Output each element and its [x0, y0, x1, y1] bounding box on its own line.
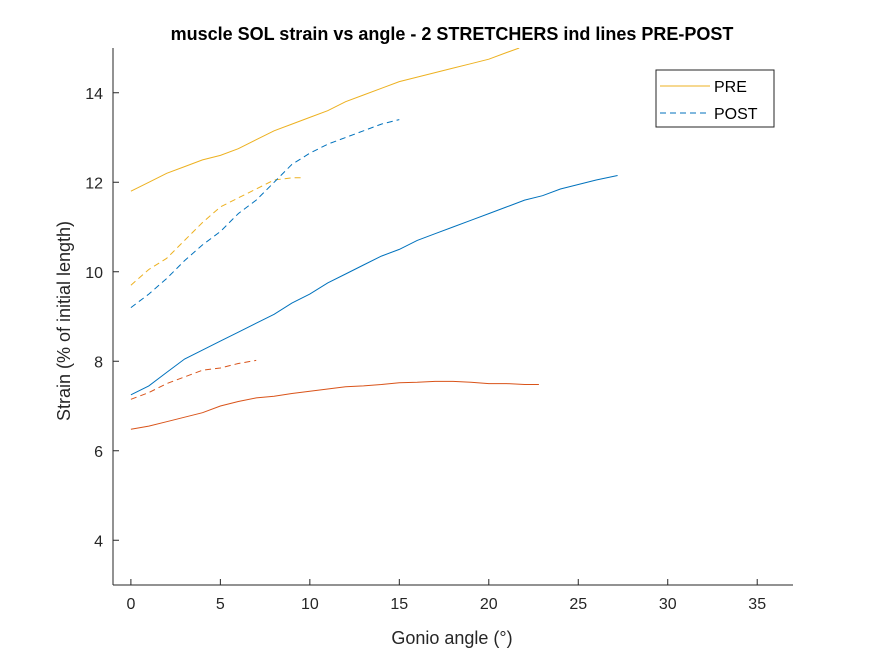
legend-pre-label: PRE	[714, 79, 747, 96]
legend-box	[655, 69, 775, 128]
x-tick-label: 5	[216, 596, 225, 613]
series-layer	[130, 48, 618, 430]
x-tick-label: 30	[659, 596, 677, 613]
series-line-post-3	[130, 119, 400, 308]
series-line-post-1	[130, 177, 301, 286]
chart-title: muscle SOL strain vs angle - 2 STRETCHER…	[171, 24, 734, 44]
x-tick-label: 25	[569, 596, 587, 613]
y-tick-label: 6	[94, 444, 103, 461]
plot-area: 0 5 10 15 20 25 30 35 4 6 8 10 12 14	[85, 48, 793, 613]
y-tick-label: 4	[94, 533, 103, 550]
y-axis-label: Strain (% of initial length)	[54, 221, 74, 421]
x-axis-label: Gonio angle (°)	[391, 628, 512, 648]
y-tick-label: 10	[85, 265, 103, 282]
legend: PRE POST	[655, 69, 775, 128]
x-tick-label: 10	[301, 596, 319, 613]
y-tick-label: 14	[85, 86, 103, 103]
x-tick-label: 15	[390, 596, 408, 613]
series-line-pre-2	[130, 175, 618, 396]
x-tick-label: 0	[126, 596, 135, 613]
y-tick-label: 8	[94, 354, 103, 371]
x-tick-label: 35	[748, 596, 766, 613]
axes-background	[113, 48, 793, 585]
y-tick-label: 12	[85, 175, 103, 192]
legend-post-label: POST	[714, 106, 758, 123]
series-line-pre-0	[130, 48, 520, 192]
series-line-pre-4	[130, 380, 539, 430]
x-tick-label: 20	[480, 596, 498, 613]
x-ticks: 0 5 10 15 20 25 30 35	[126, 579, 766, 613]
y-ticks: 4 6 8 10 12 14	[85, 86, 119, 550]
series-line-post-5	[130, 359, 257, 400]
